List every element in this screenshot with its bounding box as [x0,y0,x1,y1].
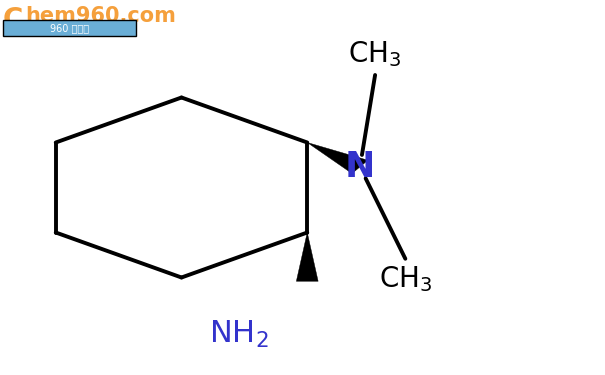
Polygon shape [296,232,318,281]
Text: 960 化工网: 960 化工网 [50,23,89,33]
Text: N: N [345,150,375,184]
Text: $\mathrm{CH_3}$: $\mathrm{CH_3}$ [379,264,432,294]
Polygon shape [307,142,368,174]
Text: $\mathrm{CH_3}$: $\mathrm{CH_3}$ [348,39,402,69]
Text: $\mathrm{NH_2}$: $\mathrm{NH_2}$ [209,319,269,350]
Text: C: C [3,6,24,34]
FancyBboxPatch shape [3,20,136,36]
Text: hem960.com: hem960.com [25,6,176,26]
